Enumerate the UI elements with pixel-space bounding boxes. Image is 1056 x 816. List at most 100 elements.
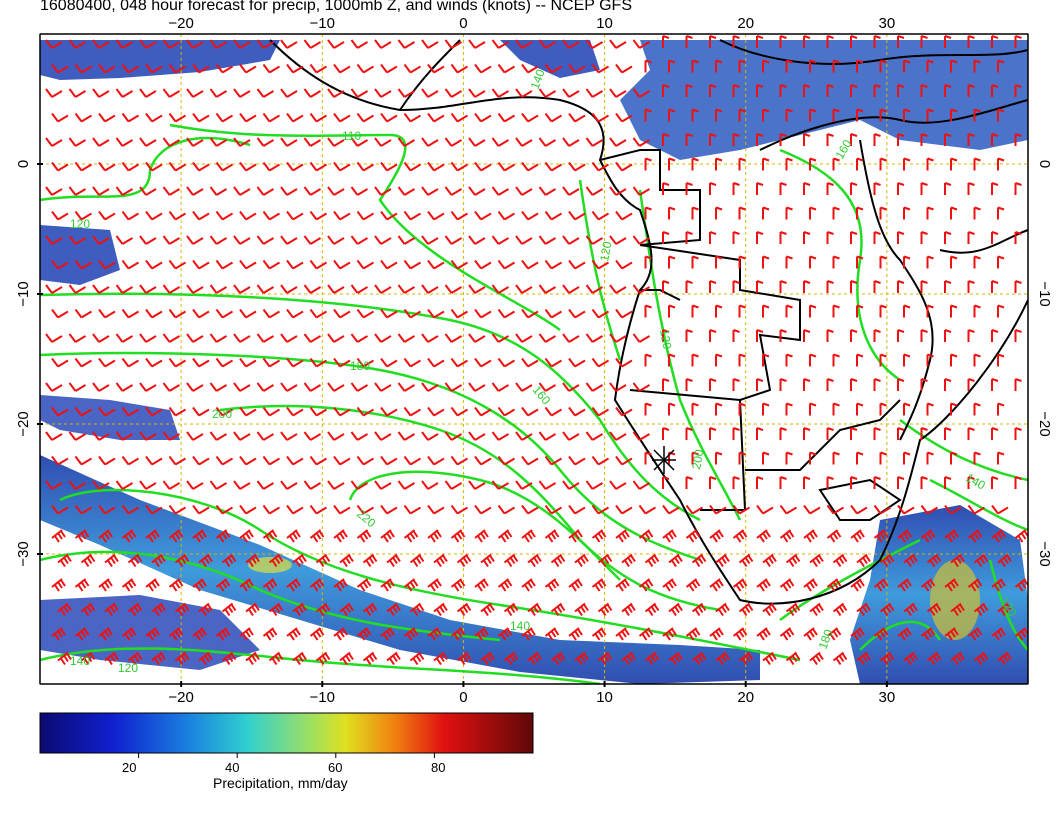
- wind-barb: [374, 137, 392, 147]
- wind-barb: [45, 333, 63, 343]
- wind-barb: [809, 255, 817, 269]
- wind-barb: [732, 133, 740, 146]
- wind-barb: [68, 137, 87, 147]
- wind-barb: [380, 308, 398, 319]
- wind-barb: [632, 137, 651, 147]
- wind-barb: [168, 578, 184, 592]
- wind-barb: [397, 88, 416, 98]
- wind-barb: [685, 35, 693, 48]
- wind-barb: [668, 553, 683, 568]
- wind-barb: [691, 353, 699, 367]
- wind-barb: [98, 627, 113, 641]
- wind-barb: [950, 108, 958, 122]
- wind-barb: [873, 427, 881, 440]
- x-tick-label-bottom: 0: [459, 689, 467, 706]
- wind-barb: [738, 553, 754, 568]
- wind-barb: [897, 476, 905, 489]
- wind-barb: [967, 504, 986, 515]
- wind-barb: [715, 553, 730, 568]
- wind-barb: [356, 529, 372, 543]
- wind-barb: [738, 157, 746, 171]
- wind-barb: [286, 578, 301, 592]
- wind-barb: [926, 553, 942, 568]
- wind-barb: [92, 235, 110, 245]
- wind-barb: [873, 329, 881, 342]
- wind-barb: [897, 231, 905, 244]
- wind-barb: [491, 137, 510, 147]
- wind-barb: [638, 504, 657, 515]
- wind-barb: [480, 602, 495, 617]
- wind-barb: [521, 112, 539, 123]
- wind-barb: [333, 406, 351, 417]
- wind-barb: [280, 235, 298, 245]
- wind-barb: [544, 529, 560, 543]
- wind-barb: [691, 157, 699, 171]
- wind-barb: [468, 333, 486, 343]
- wind-barb: [1014, 280, 1022, 293]
- wind-barb: [568, 63, 586, 74]
- wind-barb: [309, 578, 325, 592]
- wind-barb: [403, 161, 422, 172]
- wind-barb: [991, 529, 1006, 543]
- wind-barb: [785, 108, 793, 122]
- wind-barb: [80, 602, 96, 617]
- wind-barb: [515, 39, 533, 49]
- wind-barb: [397, 137, 416, 147]
- wind-barb: [256, 235, 275, 245]
- wind-barb: [450, 63, 469, 74]
- wind-barb: [444, 186, 463, 196]
- wind-barb: [662, 280, 670, 293]
- wind-barb: [474, 504, 492, 515]
- wind-barb: [286, 210, 304, 221]
- wind-barb: [615, 259, 633, 270]
- wind-barb: [115, 88, 134, 98]
- wind-barb: [632, 431, 651, 441]
- wind-barb: [926, 353, 934, 367]
- wind-barb: [967, 35, 975, 48]
- wind-barb: [397, 333, 416, 343]
- wind-barb: [897, 182, 905, 195]
- wind-barb: [709, 280, 717, 293]
- wind-barb: [192, 504, 210, 515]
- wind-barb: [785, 255, 793, 269]
- wind-barb: [444, 333, 463, 343]
- wind-barb: [591, 210, 610, 221]
- wind-barb: [74, 578, 90, 592]
- wind-barb: [186, 88, 204, 98]
- wind-barb: [527, 602, 542, 617]
- wind-barb: [327, 480, 345, 490]
- wind-barb: [162, 39, 181, 49]
- wind-barb: [756, 627, 771, 641]
- wind-barb: [491, 284, 510, 294]
- wind-barb: [374, 431, 392, 441]
- wind-barb: [303, 186, 322, 196]
- wind-barb: [262, 529, 278, 543]
- wind-barb: [51, 504, 69, 515]
- wind-barb: [856, 59, 864, 73]
- contour-label: 120: [657, 328, 674, 350]
- wind-barb: [762, 602, 777, 617]
- wind-barb: [256, 431, 275, 441]
- wind-barb: [809, 206, 817, 220]
- wind-barb: [621, 651, 636, 666]
- wind-barb: [115, 39, 134, 49]
- wind-barb: [521, 63, 539, 74]
- wind-barb: [591, 406, 610, 417]
- wind-barb: [51, 259, 69, 270]
- wind-barb: [221, 651, 237, 666]
- wind-barb: [51, 161, 69, 172]
- wind-barb: [944, 476, 952, 489]
- wind-barb: [973, 451, 981, 465]
- wind-barb: [709, 329, 717, 342]
- wind-barb: [585, 186, 604, 196]
- wind-barb: [527, 651, 542, 666]
- wind-barb: [356, 504, 375, 515]
- wind-barb: [186, 137, 204, 147]
- wind-barb: [762, 206, 770, 220]
- wind-barb: [350, 137, 369, 147]
- wind-barb: [568, 210, 586, 221]
- y-tick-label-left: −30: [15, 541, 32, 566]
- wind-barb: [779, 627, 795, 641]
- wind-barb: [162, 333, 181, 343]
- wind-barb: [286, 259, 304, 270]
